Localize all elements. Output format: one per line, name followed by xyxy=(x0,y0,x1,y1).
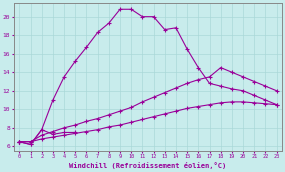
X-axis label: Windchill (Refroidissement éolien,°C): Windchill (Refroidissement éolien,°C) xyxy=(69,162,227,169)
